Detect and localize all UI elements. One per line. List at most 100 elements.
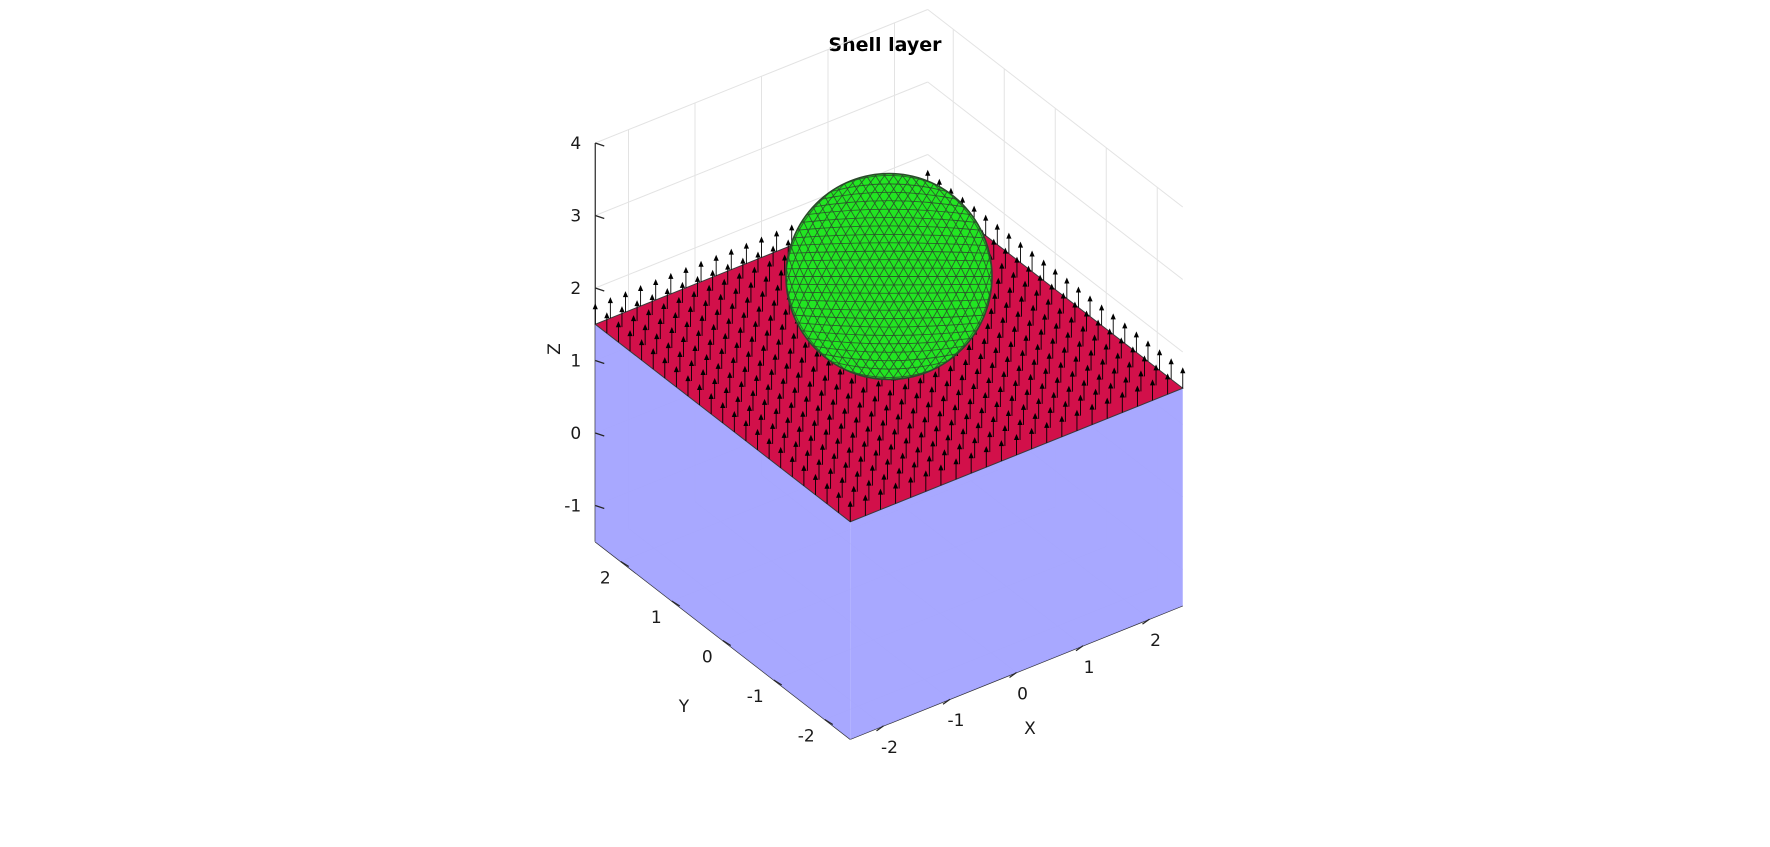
mesh-edge [788,299,990,303]
mesh-edge [874,212,971,379]
normal-arrow [680,336,687,357]
normal-arrow [971,383,977,405]
z-tick-label: 3 [570,207,581,227]
normal-arrow [975,422,981,444]
normal-arrow [1107,328,1113,350]
normal-arrow [767,314,774,336]
normal-arrow [1064,277,1070,299]
normal-arrow [967,398,973,420]
normal-arrow [911,461,917,483]
grid-line-z-right [927,81,1184,280]
normal-arrow [741,311,747,333]
normal-arrow [1088,349,1094,371]
normal-arrow [1000,316,1006,338]
normal-arrow [1069,370,1076,392]
normal-arrow [1099,304,1105,326]
mesh-edge [786,283,992,286]
normal-arrow [694,275,701,297]
normal-arrow [843,461,849,483]
x-tick-label: 2 [1150,631,1161,651]
mesh-edge [793,235,878,380]
normal-arrow [827,467,834,489]
normal-arrow [995,277,1001,299]
normal-arrow [1015,310,1021,332]
normal-arrow [757,359,763,381]
normal-arrow [953,458,959,480]
normal-arrow [1031,358,1037,380]
normal-arrow [1024,388,1030,410]
z-tick-label: 4 [570,134,581,154]
normal-arrow [1008,340,1014,362]
normal-arrow [761,398,768,420]
normal-arrow [1123,376,1129,398]
normal-arrow [737,326,743,348]
normal-arrow [1006,232,1012,254]
normal-arrow [1133,331,1139,353]
y-tick [620,560,630,568]
normal-arrow [1016,364,1022,386]
mesh-edge [843,191,948,370]
normal-arrow [777,392,783,414]
normal-arrow [923,470,929,492]
mesh-edge [806,337,972,345]
x-tick [1142,618,1150,625]
normal-arrow [968,452,974,474]
normal-arrow [875,380,882,402]
normal-arrow [672,311,678,333]
grid-line-z-back [595,81,928,216]
mesh-edge [801,330,977,336]
normal-arrow [785,416,791,438]
normal-arrow [1002,425,1008,447]
normal-arrow [876,434,883,456]
normal-arrow [1007,286,1013,308]
normal-arrow [1030,304,1036,326]
normal-arrow [940,395,947,417]
normal-arrow [731,410,737,432]
mesh-edge [910,175,988,308]
normal-arrow [733,287,739,309]
plot-title: Shell layer [828,34,942,56]
normal-arrow [851,485,857,507]
normal-arrow [734,341,740,363]
normal-arrow [929,386,935,408]
normal-arrow [854,470,860,492]
normal-arrow [773,407,779,429]
normal-arrow [704,353,710,375]
normal-arrow [791,332,797,354]
normal-arrow [692,344,698,366]
normal-arrow [1029,250,1035,272]
normal-arrow [669,327,675,349]
normal-arrow [824,482,830,504]
mesh-edge [793,233,985,239]
normal-arrow [865,425,871,447]
normal-arrow [775,284,781,306]
normal-arrow [978,352,984,374]
normal-arrow [925,401,931,423]
normal-arrow [994,223,1000,245]
normal-arrow [1049,283,1055,305]
mesh-edge [812,345,966,353]
normal-arrow [1095,319,1101,341]
normal-arrow [765,383,771,405]
normal-arrow [665,342,671,364]
grid-line-z-right [927,154,1184,353]
normal-arrow [826,413,833,435]
normal-arrow [1005,409,1012,431]
mesh-edge [921,255,991,375]
normal-arrow [622,291,629,313]
normal-arrow [922,416,928,438]
normal-arrow [838,422,844,444]
normal-arrow [1126,361,1132,383]
normal-arrow [1045,298,1051,320]
mesh-edge [900,235,985,380]
normal-arrow [895,413,901,435]
normal-arrow [637,285,644,307]
mesh-edge [818,200,920,376]
normal-arrow [811,419,818,441]
normal-arrow [1029,427,1035,449]
mesh-edge [793,173,878,318]
normal-arrow [1019,349,1026,371]
surface-normal-arrows [592,169,1186,522]
normal-arrow [685,375,691,397]
volume-box-right-face [850,388,1183,740]
